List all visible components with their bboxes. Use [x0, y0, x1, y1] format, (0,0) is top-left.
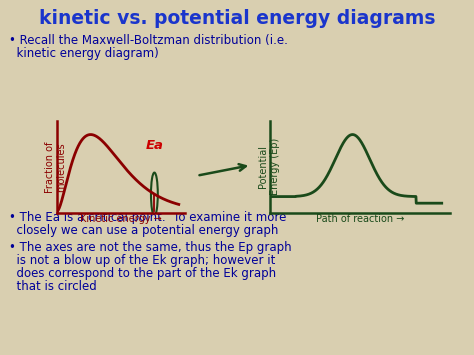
Text: Ea: Ea [146, 139, 164, 152]
Text: • The axes are not the same, thus the Ep graph: • The axes are not the same, thus the Ep… [9, 241, 292, 254]
Text: that is circled: that is circled [9, 280, 97, 293]
Text: is not a blow up of the Ek graph; however it: is not a blow up of the Ek graph; howeve… [9, 254, 276, 267]
Text: closely we can use a potential energy graph: closely we can use a potential energy gr… [9, 224, 279, 237]
X-axis label: Path of reaction →: Path of reaction → [316, 214, 404, 224]
Y-axis label: Fraction of
molecules: Fraction of molecules [45, 141, 66, 192]
Text: kinetic vs. potential energy diagrams: kinetic vs. potential energy diagrams [39, 9, 435, 28]
Text: kinetic energy diagram): kinetic energy diagram) [9, 47, 159, 60]
Text: • The Ea is a critical point.  To examine it more: • The Ea is a critical point. To examine… [9, 211, 287, 224]
X-axis label: Kinetic energy →: Kinetic energy → [80, 214, 162, 224]
Y-axis label: Potential
Energy (Ep): Potential Energy (Ep) [258, 138, 280, 196]
Text: does correspond to the part of the Ek graph: does correspond to the part of the Ek gr… [9, 267, 277, 280]
Text: • Recall the Maxwell-Boltzman distribution (i.e.: • Recall the Maxwell-Boltzman distributi… [9, 34, 288, 47]
